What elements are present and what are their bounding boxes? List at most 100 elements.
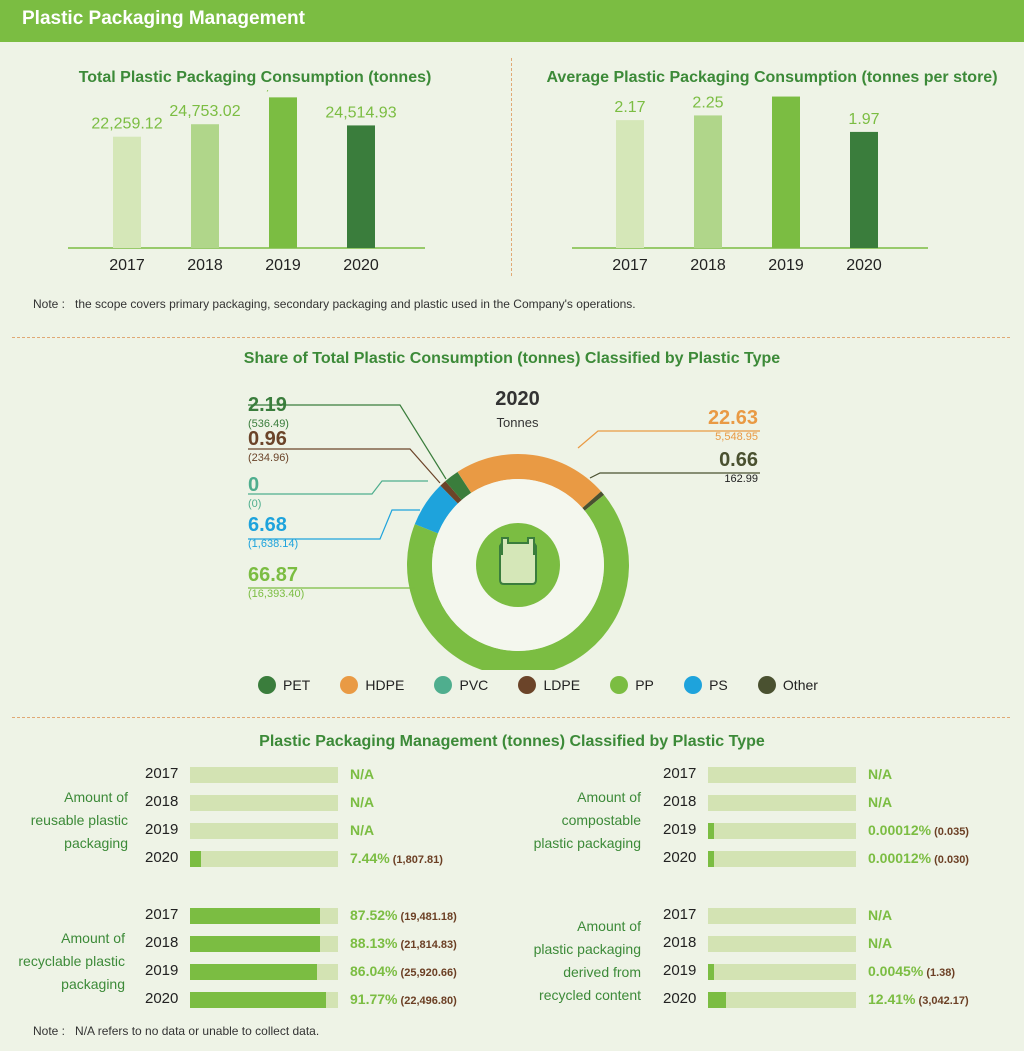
legend-label: PS <box>709 677 728 693</box>
legend-label: HDPE <box>365 677 405 693</box>
slice-label-other: 0.66 162.99 <box>660 450 758 486</box>
bar-track <box>190 964 338 980</box>
row-year: 2017 <box>145 765 179 782</box>
slice-percent: 6.68 <box>248 514 287 536</box>
bar-value-label: 2.17 <box>614 99 645 116</box>
slice-hdpe <box>457 454 602 508</box>
total-consumption-chart: 22,259.12 2017 24,753.02 2018 30,126.39 2019 2… <box>68 90 425 274</box>
row-tonnes-value: (21,814.83) <box>397 939 457 951</box>
row-percent: N/A <box>350 794 374 810</box>
row-percent: 91.77% (22,496.80) <box>350 991 457 1007</box>
legend-item-other: Other <box>757 676 818 694</box>
row-percent-value: 88.13% <box>350 935 398 951</box>
bar-track <box>190 767 338 783</box>
row-year: 2020 <box>145 990 179 1007</box>
row-tonnes-value: (0.035) <box>931 826 969 838</box>
bar-track <box>708 992 856 1008</box>
legend-label: PP <box>635 677 654 693</box>
horizontal-divider-1 <box>12 337 1010 338</box>
legend-item-pvc: PVC <box>434 676 488 694</box>
bar-2017 <box>616 120 644 248</box>
row-year: 2020 <box>663 990 697 1007</box>
row-percent: 88.13% (21,814.83) <box>350 935 457 951</box>
na-note-text: N/A refers to no data or unable to colle… <box>75 1024 320 1038</box>
row-percent-value: N/A <box>350 794 375 810</box>
bar-track <box>190 992 338 1008</box>
group-label-line: compostable <box>561 811 641 828</box>
row-percent: 0.0045% (1.38) <box>868 963 955 979</box>
legend-label: PVC <box>459 677 489 693</box>
slice-label-pp: 66.87 (16,393.40) <box>248 565 304 601</box>
row-percent-value: 86.04% <box>350 963 398 979</box>
header-bar <box>0 0 1024 42</box>
group-label: Amount of compostable plastic packaging <box>481 786 641 855</box>
slice-percent: 2.19 <box>248 394 287 416</box>
row-year: 2019 <box>663 821 697 838</box>
row-year: 2019 <box>145 821 179 838</box>
share-chart-title: Share of Total Plastic Consumption (tonn… <box>243 350 781 367</box>
bar-fill <box>190 964 318 980</box>
slice-ps <box>414 485 458 534</box>
legend-label: Other <box>782 677 818 693</box>
bar-track <box>708 767 856 783</box>
slice-tonnes: (536.49) <box>248 418 289 430</box>
group-label-line: Amount of <box>577 918 641 934</box>
bar-fill <box>190 908 320 924</box>
slice-pet <box>445 471 472 501</box>
scope-note-label: Note : <box>33 297 66 311</box>
row-tonnes-value: (3,042.17) <box>915 995 969 1007</box>
bar-track <box>190 851 338 867</box>
donut-center-unit: Tonnes <box>496 415 539 430</box>
bar-track <box>190 936 338 952</box>
bar-value-label: 2.25 <box>692 94 723 111</box>
legend-label: LDPE <box>543 677 581 693</box>
slice-tonnes: 5,548.95 <box>715 431 758 443</box>
row-percent-value: N/A <box>868 766 893 782</box>
bar-2019 <box>772 96 800 248</box>
x-tick-label: 2019 <box>768 257 804 274</box>
bar-2018 <box>694 115 722 249</box>
bar-track <box>708 908 856 924</box>
bar-track <box>190 908 338 924</box>
row-percent: 12.41% (3,042.17) <box>868 991 969 1007</box>
slice-percent: 0 <box>248 474 260 496</box>
bar-fill <box>190 992 326 1008</box>
row-year: 2020 <box>145 849 179 866</box>
slice-ldpe <box>440 481 462 504</box>
row-percent: 86.04% (25,920.66) <box>350 963 457 979</box>
legend-item-ps: PS <box>684 676 728 694</box>
slice-pp <box>407 494 629 670</box>
row-year: 2020 <box>663 849 697 866</box>
legend-item-ldpe: LDPE <box>518 676 580 694</box>
bar-value-label: 24,753.02 <box>169 103 240 120</box>
scope-note: Note : the scope covers primary packagin… <box>33 297 636 311</box>
x-tick-label: 2020 <box>846 257 882 274</box>
average-consumption-chart-title: Average Plastic Packaging Consumption (t… <box>546 69 998 86</box>
bar-2018 <box>191 124 219 248</box>
bar-track <box>708 964 856 980</box>
slice-label-hdpe: 22.63 5,548.95 <box>660 408 758 444</box>
legend-swatch <box>518 676 537 694</box>
group-label-line: Amount of <box>577 788 641 805</box>
bar-2017 <box>113 136 141 248</box>
leader-line-ldpe <box>248 448 441 484</box>
x-tick-label: 2018 <box>187 257 223 274</box>
row-tonnes-value: (0.030) <box>931 854 969 866</box>
bar-value-label: 2.57 <box>770 90 801 93</box>
group-label-line: Amount of <box>61 929 125 946</box>
group-label-line: packaging <box>61 975 125 992</box>
row-year: 2019 <box>663 962 697 979</box>
slice-tonnes: 162.99 <box>724 473 758 485</box>
slice-percent: 0.96 <box>248 428 287 450</box>
row-tonnes-value: (1.38) <box>923 967 956 979</box>
row-year: 2017 <box>663 765 697 782</box>
legend-label: PET <box>283 677 311 693</box>
row-percent: N/A <box>868 907 892 923</box>
row-percent: N/A <box>350 822 374 838</box>
slice-tonnes: (234.96) <box>248 452 289 464</box>
leader-line-other <box>589 472 760 479</box>
leader-line-pvc <box>248 480 428 495</box>
row-percent: 0.00012% (0.035) <box>868 822 969 838</box>
legend-item-pp: PP <box>610 676 654 694</box>
row-year: 2018 <box>145 934 179 951</box>
